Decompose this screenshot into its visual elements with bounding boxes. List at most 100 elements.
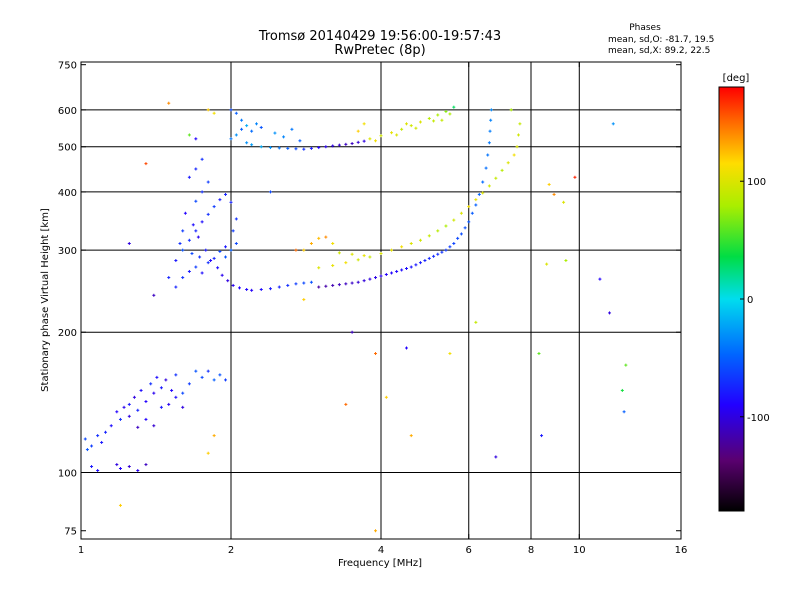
data-point [212,256,216,260]
data-point [432,119,436,123]
data-point [286,146,290,150]
data-point [159,405,163,409]
data-point [127,465,131,469]
data-point [187,382,191,386]
data-point [194,265,198,269]
data-point [220,273,224,277]
data-point [494,455,498,459]
data-point [309,146,313,150]
data-point [200,157,204,161]
data-point [379,134,383,138]
data-point [537,352,541,356]
x-tick-label: 10 [573,545,586,556]
data-point [85,448,89,452]
data-point [234,133,238,137]
data-point [540,434,544,438]
data-point [309,280,313,284]
data-point [356,129,360,133]
data-point [337,143,341,147]
data-point [155,375,159,379]
data-point [132,395,136,399]
data-point [273,131,277,135]
data-point [254,122,258,126]
data-point [390,131,394,135]
grid-lines [81,62,681,539]
y-tick-label: 750 [58,61,77,72]
data-point [384,395,388,399]
data-point [404,122,408,126]
data-point [181,391,185,395]
data-point [432,254,436,258]
data-point [218,249,222,253]
x-tick-label: 16 [675,545,688,556]
data-point [174,285,178,289]
data-point [218,198,222,202]
data-point [331,144,335,148]
x-axis-label: Frequency [MHz] [338,558,422,569]
data-point [414,263,418,267]
data-point [268,190,272,194]
data-point [489,108,493,112]
data-point [194,229,198,233]
data-point [404,266,408,270]
data-point [350,330,354,334]
data-point [444,248,448,252]
data-point [194,137,198,141]
data-point [224,255,228,259]
data-point [374,529,378,533]
data-point [362,254,366,258]
data-point [194,167,198,171]
data-point [390,271,394,275]
data-point [216,266,220,270]
colorbar-tick-label: 100 [747,177,766,188]
data-point [174,373,178,377]
data-point [136,408,140,412]
data-point [427,116,431,120]
data-point [149,382,153,386]
data-point [229,137,233,141]
data-point [545,262,549,266]
data-point [487,184,491,188]
data-point [362,122,366,126]
data-point [245,124,249,128]
data-point [390,248,394,252]
data-point [324,235,328,239]
data-point [547,182,551,186]
data-point [204,248,208,252]
data-point [487,141,491,145]
data-point [218,373,222,377]
data-point [127,242,131,246]
data-point [324,145,328,149]
data-point [518,122,522,126]
data-point [350,142,354,146]
data-point [448,112,452,116]
data-point [200,271,204,275]
stats-heading: Phases [629,23,661,33]
data-point [448,352,452,356]
data-point [477,192,481,196]
data-point [481,191,485,195]
data-point [374,276,378,280]
data-point [379,252,383,256]
colorbar-ticks: 100 0 -100 [740,177,770,424]
data-point [144,417,148,421]
data-point [298,139,302,143]
data-point [144,463,148,467]
data-point [418,238,422,242]
data-point [440,118,444,122]
data-point [423,259,427,263]
data-point [90,465,94,469]
data-point [494,176,498,180]
data-point [245,141,249,145]
colorbar-tick-label: -100 [747,413,770,424]
y-tick-label: 400 [58,188,77,199]
data-point [395,269,399,273]
data-point [127,402,131,406]
data-point [164,378,168,382]
data-point [96,434,100,438]
data-point [573,175,577,179]
data-point [331,242,335,246]
data-point [167,402,171,406]
data-point [139,388,143,392]
data-point [187,269,191,273]
